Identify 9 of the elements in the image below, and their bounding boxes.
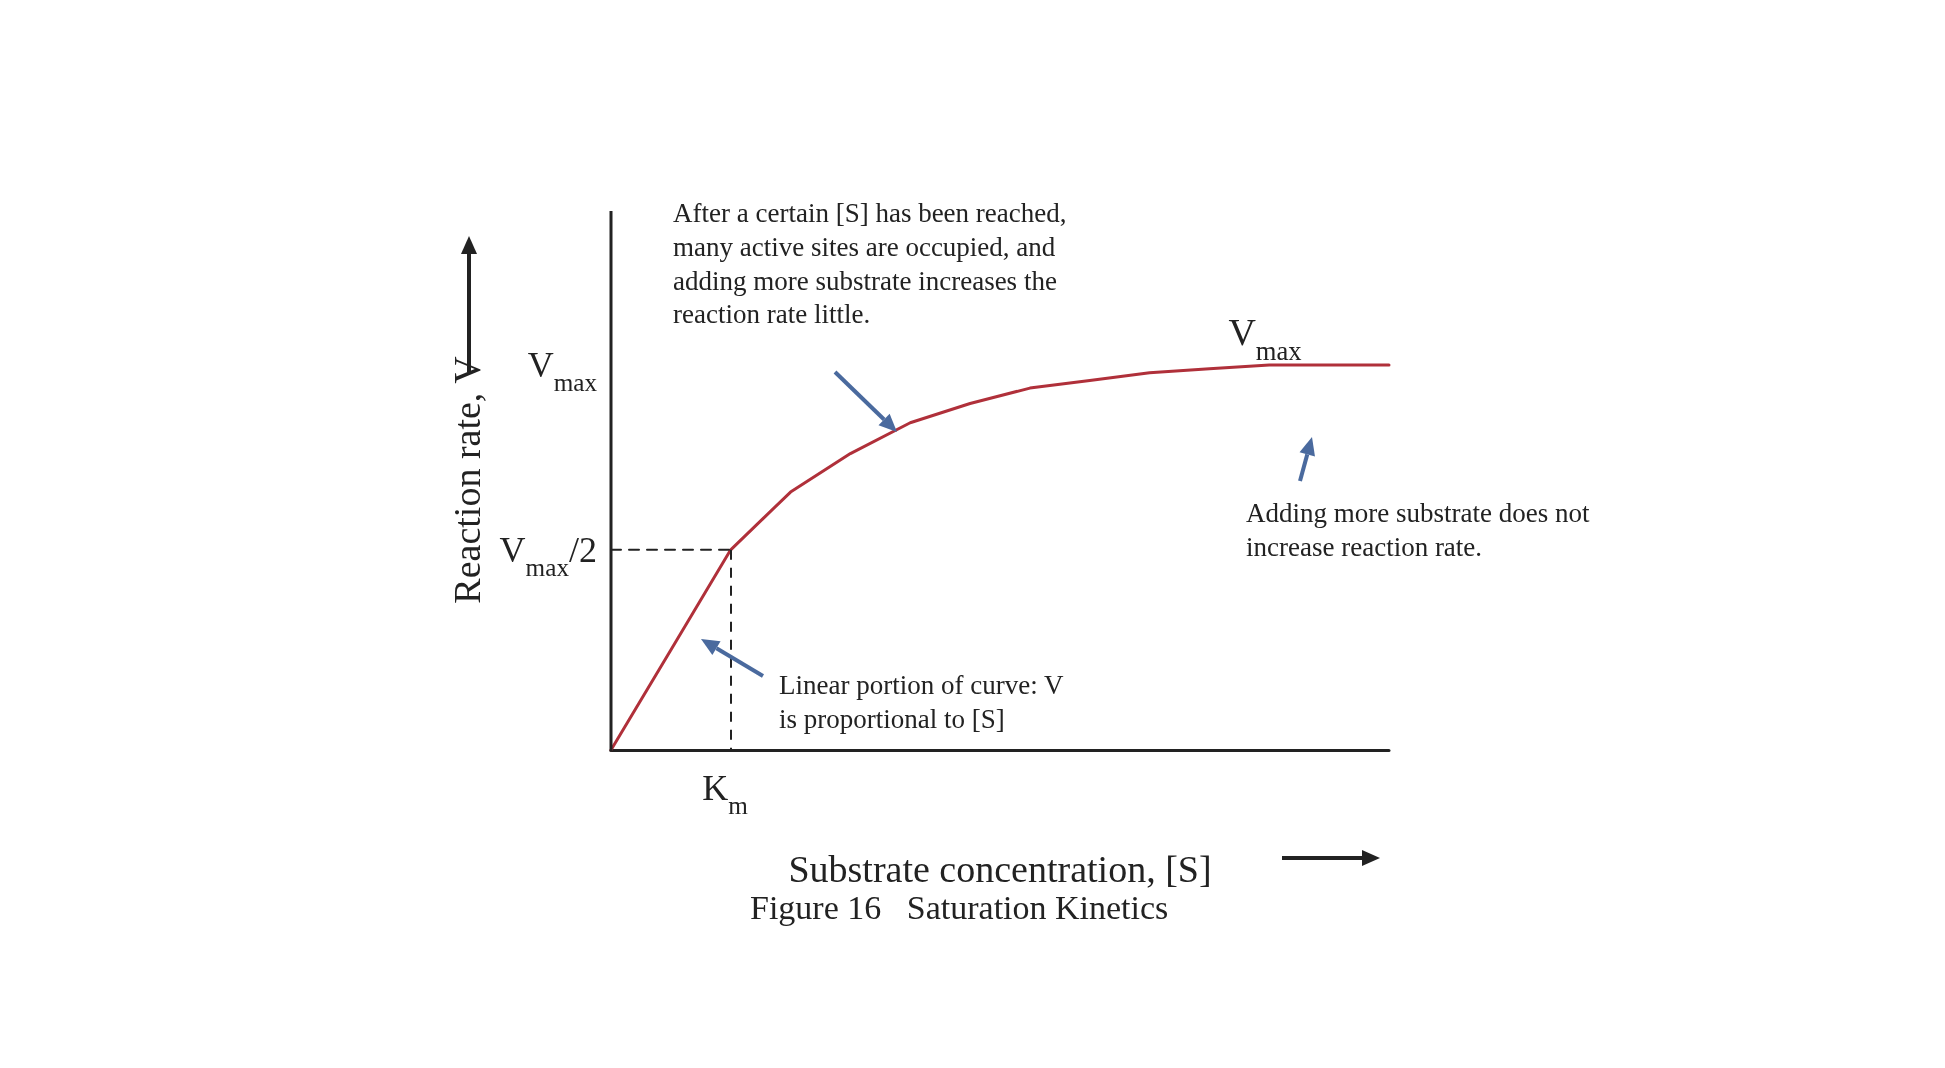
annotation: Linear portion of curve: V is proportional to [S] [779, 670, 1064, 734]
text: V$_{max}$/2 [499, 530, 597, 581]
text: Figure 16 Saturation Kinetics [750, 888, 1169, 926]
text: After a certain [S] has been reached, many active sites are occupied, and adding more substrate increases the reaction rate little. [673, 198, 1067, 330]
x-axis-title: Substrate concentration, [S] [788, 848, 1212, 890]
text: V$_{max}$ [527, 345, 598, 396]
text: K$_{m}$ [702, 768, 749, 819]
annotation: V$_{max}$ [1228, 311, 1302, 366]
annotation: Adding more substrate does not increase reaction rate. [1246, 498, 1590, 562]
